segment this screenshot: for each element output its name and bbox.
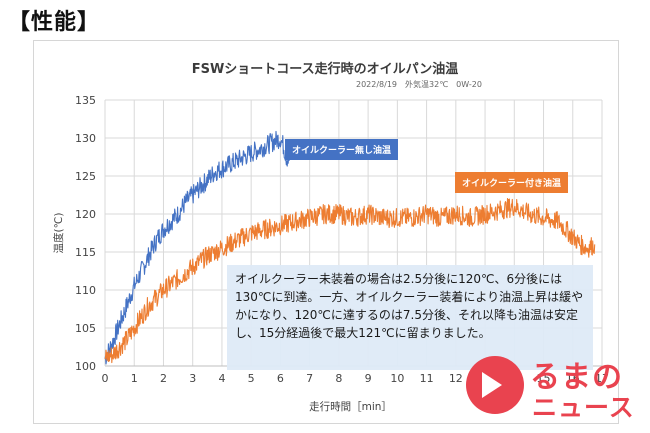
- x-tick-label: 1: [131, 372, 138, 385]
- watermark-text-line2: ニュース: [532, 393, 635, 422]
- x-tick-label: 7: [306, 372, 313, 385]
- y-tick-label: 120: [75, 208, 96, 221]
- x-tick-label: 11: [420, 372, 434, 385]
- x-tick-label: 0: [102, 372, 109, 385]
- x-tick-label: 8: [335, 372, 342, 385]
- x-tick-label: 16: [566, 372, 580, 385]
- x-tick-label: 5: [248, 372, 255, 385]
- x-tick-label: 3: [189, 372, 196, 385]
- y-axis-label: 温度(℃): [52, 213, 65, 254]
- x-tick-label: 2: [160, 372, 167, 385]
- x-tick-label: 4: [218, 372, 225, 385]
- x-tick-label: 15: [537, 372, 551, 385]
- watermark-arrow-icon: [482, 372, 502, 398]
- annotation-note: オイルクーラー未装着の場合は2.5分後に120℃、6分後には130℃に到達。一方…: [227, 265, 593, 370]
- watermark-text-line1: るまの: [530, 360, 623, 395]
- x-tick-label: 6: [277, 372, 284, 385]
- series-line-no-cooler: [104, 130, 290, 365]
- legend-with-cooler: オイルクーラー付き油温: [455, 172, 569, 193]
- y-tick-label: 100: [75, 360, 96, 373]
- y-tick-label: 115: [75, 246, 96, 259]
- legend-no-cooler: オイルクーラー無し油温: [285, 139, 399, 160]
- page-heading: 【性能】: [8, 10, 101, 35]
- y-tick-label: 110: [75, 284, 96, 297]
- chart-title: FSWショートコース走行時のオイルパン油温: [191, 62, 459, 77]
- x-tick-label: 12: [449, 372, 463, 385]
- y-tick-label: 135: [75, 94, 96, 107]
- y-tick-label: 125: [75, 170, 96, 183]
- x-axis-label: 走行時間［min］: [309, 400, 392, 413]
- x-tick-label: 10: [390, 372, 404, 385]
- y-tick-label: 130: [75, 132, 96, 145]
- series-line-with-cooler: [104, 198, 596, 364]
- x-tick-label: 9: [365, 372, 372, 385]
- chart-subtitle: 2022/8/19 外気温32℃ 0W-20: [356, 80, 482, 89]
- y-tick-label: 105: [75, 322, 96, 335]
- x-tick-label: 17: [595, 372, 609, 385]
